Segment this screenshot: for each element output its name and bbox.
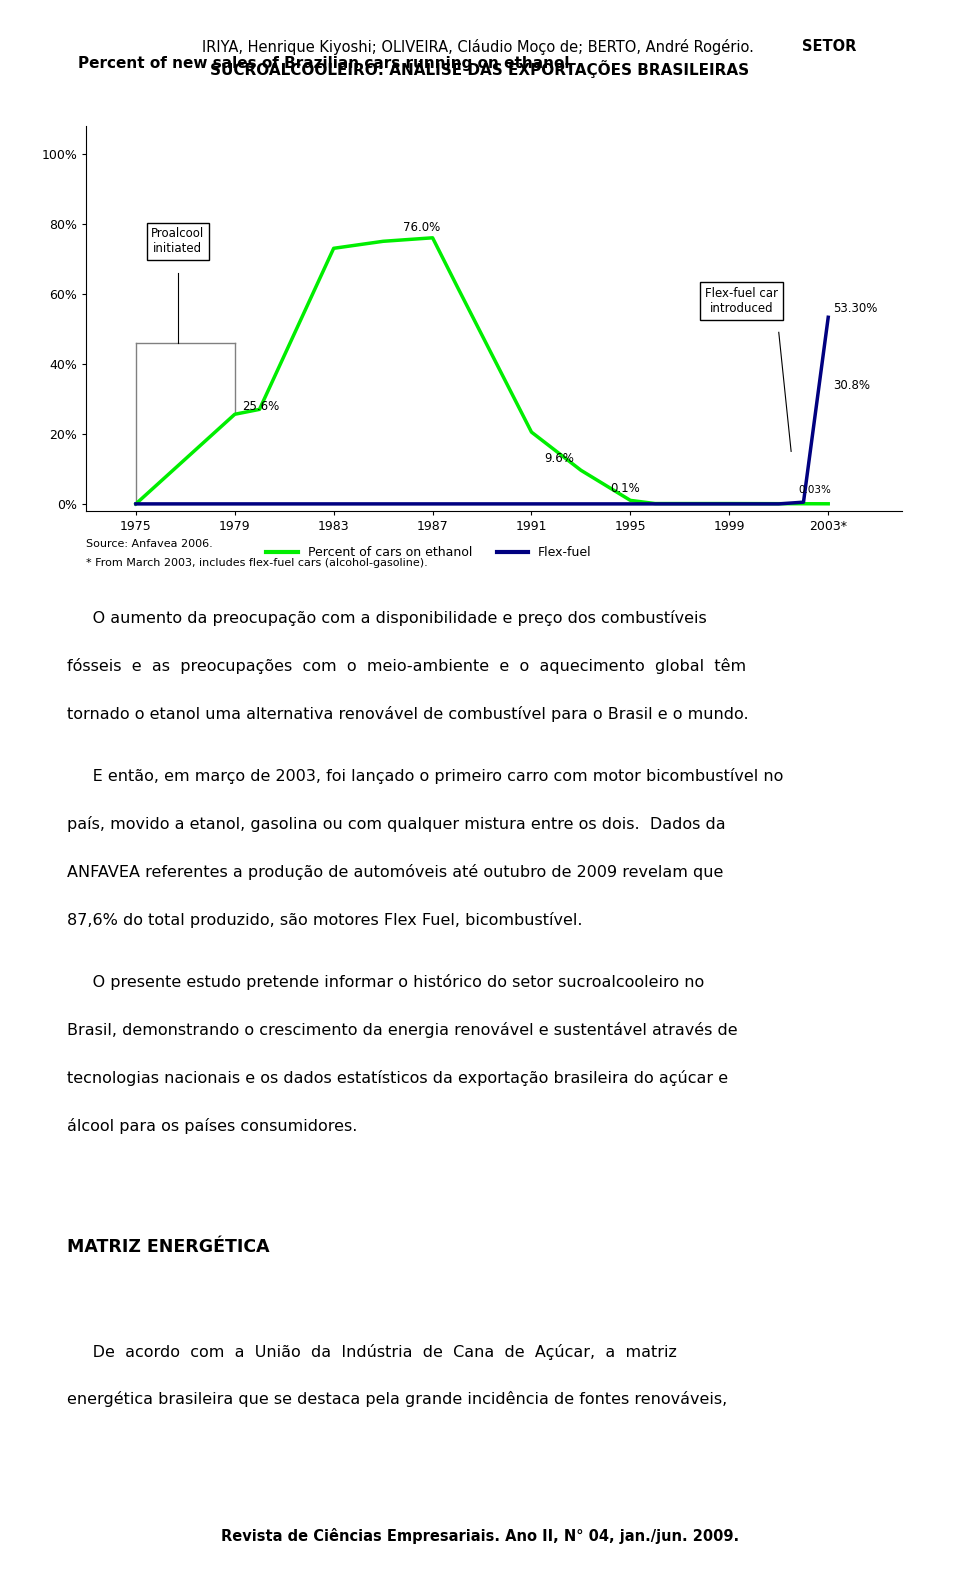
Legend: Percent of cars on ethanol, Flex-fuel: Percent of cars on ethanol, Flex-fuel [261, 541, 597, 564]
Text: Brasil, demonstrando o crescimento da energia renovável e sustentável através de: Brasil, demonstrando o crescimento da en… [67, 1022, 738, 1038]
Text: fósseis  e  as  preocupações  com  o  meio-ambiente  e  o  aquecimento  global  : fósseis e as preocupações com o meio-amb… [67, 657, 746, 674]
Text: 87,6% do total produzido, são motores Flex Fuel, bicombustível.: 87,6% do total produzido, são motores Fl… [67, 912, 583, 927]
Text: IRIYA, Henrique Kiyoshi; OLIVEIRA, Cláudio Moço de; BERTO, André Rogério.: IRIYA, Henrique Kiyoshi; OLIVEIRA, Cláud… [202, 39, 758, 55]
Text: 0.1%: 0.1% [611, 483, 640, 495]
Text: 0.03%: 0.03% [799, 486, 831, 495]
Text: tecnologias nacionais e os dados estatísticos da exportação brasileira do açúcar: tecnologias nacionais e os dados estatís… [67, 1071, 729, 1086]
Text: ANFAVEA referentes a produção de automóveis até outubro de 2009 revelam que: ANFAVEA referentes a produção de automóv… [67, 865, 724, 880]
Text: 9.6%: 9.6% [544, 453, 574, 465]
Text: O presente estudo pretende informar o histórico do setor sucroalcooleiro no: O presente estudo pretende informar o hi… [67, 975, 705, 990]
Text: álcool para os países consumidores.: álcool para os países consumidores. [67, 1118, 357, 1133]
Text: E então, em março de 2003, foi lançado o primeiro carro com motor bicombustível : E então, em março de 2003, foi lançado o… [67, 769, 783, 784]
Text: SUCROALCOOLEIRO: ANÁLISE DAS EXPORTAÇÕES BRASILEIRAS: SUCROALCOOLEIRO: ANÁLISE DAS EXPORTAÇÕES… [210, 60, 750, 77]
Text: país, movido a etanol, gasolina ou com qualquer mistura entre os dois.  Dados da: país, movido a etanol, gasolina ou com q… [67, 816, 726, 832]
Text: * From March 2003, includes flex-fuel cars (alcohol-gasoline).: * From March 2003, includes flex-fuel ca… [86, 558, 428, 567]
Text: Source: Anfavea 2006.: Source: Anfavea 2006. [86, 539, 213, 549]
Text: 30.8%: 30.8% [833, 379, 870, 391]
Text: 76.0%: 76.0% [403, 222, 440, 234]
Text: Flex-fuel car
introduced: Flex-fuel car introduced [706, 286, 779, 314]
Text: Percent of new sales of Brazilian cars running on ethanol: Percent of new sales of Brazilian cars r… [78, 57, 569, 71]
Text: 25.6%: 25.6% [242, 399, 279, 413]
Text: De  acordo  com  a  União  da  Indústria  de  Cana  de  Açúcar,  a  matriz: De acordo com a União da Indústria de Ca… [67, 1344, 677, 1360]
Text: 53.30%: 53.30% [833, 302, 877, 314]
Text: MATRIZ ENERGÉTICA: MATRIZ ENERGÉTICA [67, 1239, 270, 1256]
Text: Proalcool
initiated: Proalcool initiated [152, 228, 204, 255]
Text: tornado o etanol uma alternativa renovável de combustível para o Brasil e o mund: tornado o etanol uma alternativa renováv… [67, 706, 749, 722]
Text: O aumento da preocupação com a disponibilidade e preço dos combustíveis: O aumento da preocupação com a disponibi… [67, 610, 707, 626]
Text: SETOR: SETOR [802, 39, 856, 55]
Text: Revista de Ciências Empresariais. Ano II, N° 04, jan./jun. 2009.: Revista de Ciências Empresariais. Ano II… [221, 1528, 739, 1544]
Text: energética brasileira que se destaca pela grande incidência de fontes renováveis: energética brasileira que se destaca pel… [67, 1391, 728, 1407]
